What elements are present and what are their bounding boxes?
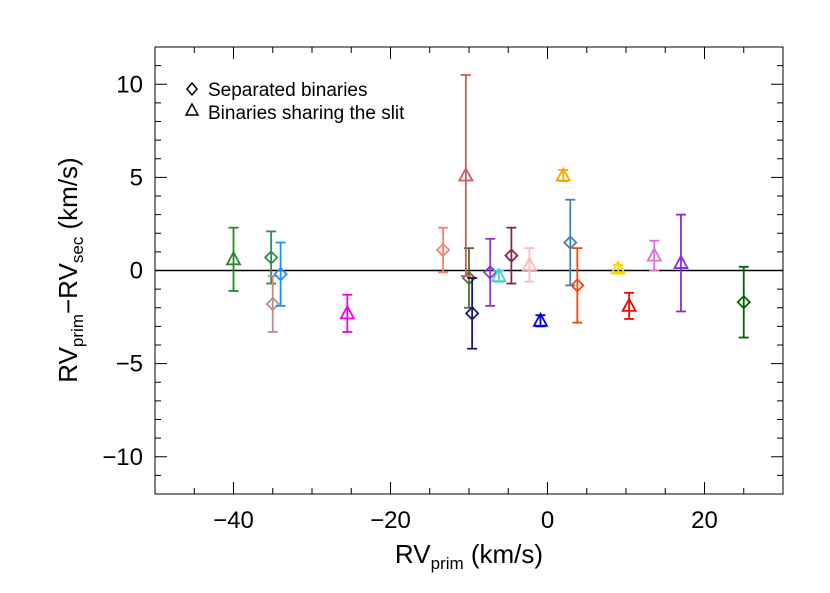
diamond-marker (570, 278, 585, 293)
diamond-marker (562, 235, 578, 250)
triangle-marker (532, 311, 549, 327)
legend-triangle-marker (184, 102, 200, 116)
y-axis-title: RVprim−RVsec (km/s) (53, 157, 87, 382)
diamond-marker (464, 306, 480, 321)
triangle-marker (490, 267, 507, 282)
diamond-marker (263, 250, 279, 265)
y-tick-labels: −10 −5 0 5 10 (102, 71, 143, 471)
triangle-marker (225, 250, 242, 266)
triangle-marker (646, 246, 663, 262)
triangle-marker (521, 256, 538, 271)
triangle-marker (672, 254, 689, 269)
diamond-marker (273, 266, 288, 282)
legend-label-shared-slit: Binaries sharing the slit (208, 103, 405, 124)
y-tick-label: 5 (130, 164, 143, 191)
data-points (225, 74, 752, 350)
diamond-marker (435, 242, 451, 258)
legend-diamond-marker (186, 81, 198, 97)
diamond-marker (504, 248, 519, 263)
x-tick-label: −20 (370, 507, 411, 534)
y-tick-label: 0 (130, 258, 143, 285)
x-tick-label: −40 (213, 507, 254, 534)
x-tick-label: 20 (691, 507, 718, 534)
y-tick-label: 10 (116, 71, 143, 98)
x-axis-title: RVprim (km/s) (395, 539, 543, 573)
y-tick-label: −10 (102, 444, 143, 471)
x-tick-label: 0 (541, 507, 554, 534)
triangle-marker (610, 259, 627, 275)
triangle-marker (555, 166, 572, 182)
y-tick-label: −5 (116, 351, 143, 378)
triangle-marker (621, 296, 638, 312)
diamond-marker (736, 294, 752, 310)
legend: Separated binaries Binaries sharing the … (184, 80, 405, 124)
x-tick-labels: −40 −20 0 20 (213, 507, 718, 534)
triangle-marker (339, 304, 356, 320)
diamond-marker (265, 296, 281, 312)
triangle-marker (457, 166, 474, 182)
legend-label-separated: Separated binaries (208, 80, 368, 101)
